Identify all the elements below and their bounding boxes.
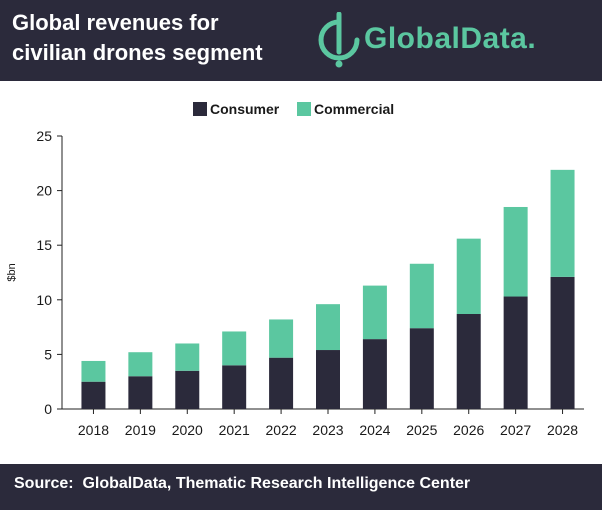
bar-consumer-2021: [222, 365, 247, 409]
stacked-bar-chart: Consumer Commercial 2018 2019 2020 2021 2022 2…: [6, 101, 584, 438]
legend-label-consumer: Consumer: [210, 101, 280, 117]
chart-bars: [81, 169, 575, 409]
globaldata-logo: GlobalData.: [316, 12, 596, 70]
legend-swatch-commercial: [297, 102, 311, 116]
logo-wordmark: GlobalData.: [364, 22, 537, 55]
x-tick-label: 2023: [312, 422, 343, 438]
bar-consumer-2018: [81, 381, 106, 409]
x-tick-label: 2022: [266, 422, 297, 438]
y-tick-label: 20: [36, 183, 52, 199]
x-tick-label: 2019: [125, 422, 156, 438]
x-tick-label: 2025: [406, 422, 437, 438]
x-tick-label: 2020: [172, 422, 203, 438]
y-tick-label: 15: [36, 237, 52, 253]
bar-commercial-2020: [175, 343, 200, 371]
bar-commercial-2019: [128, 352, 153, 377]
legend-swatch-consumer: [193, 102, 207, 116]
bar-consumer-2027: [503, 296, 528, 409]
legend-label-commercial: Commercial: [314, 101, 394, 117]
bar-commercial-2021: [222, 331, 247, 366]
bar-commercial-2027: [503, 206, 528, 297]
x-tick-label: 2018: [78, 422, 109, 438]
bar-commercial-2022: [269, 319, 294, 358]
y-axis-labels: 0 5 10 15 20 25: [36, 128, 52, 417]
y-tick-label: 10: [36, 292, 52, 308]
bar-consumer-2020: [175, 370, 200, 409]
bar-commercial-2028: [550, 169, 575, 277]
bar-consumer-2025: [409, 328, 434, 409]
source-note: Source: GlobalData, Thematic Research In…: [14, 475, 471, 492]
y-tick-label: 5: [44, 346, 52, 362]
x-tick-label: 2026: [453, 422, 484, 438]
bar-consumer-2024: [362, 339, 387, 409]
bar-consumer-2026: [456, 313, 481, 409]
bar-commercial-2025: [409, 263, 434, 329]
x-tick-label: 2028: [547, 422, 578, 438]
x-tick-label: 2027: [500, 422, 531, 438]
title-line-2: civilian drones segment: [12, 40, 263, 65]
x-tick-label: 2021: [219, 422, 250, 438]
bar-consumer-2023: [316, 350, 340, 409]
globaldata-mark-icon: [318, 12, 360, 68]
bar-commercial-2018: [81, 360, 106, 382]
y-axis-title: $bn: [6, 263, 18, 281]
bar-commercial-2026: [456, 238, 481, 314]
bar-consumer-2022: [269, 357, 294, 409]
header-bar: Global revenues for civilian drones segm…: [0, 0, 602, 81]
chart-legend: Consumer Commercial: [193, 101, 394, 117]
x-axis-labels: 2018 2019 2020 2021 2022 2023 2024 2025 2026 2027…: [78, 422, 578, 438]
bar-consumer-2019: [128, 376, 153, 409]
bar-consumer-2028: [550, 276, 575, 409]
chart-title: Global revenues for civilian drones segm…: [12, 8, 312, 68]
y-tick-label: 0: [44, 401, 52, 417]
bar-commercial-2023: [316, 304, 340, 351]
title-line-1: Global revenues for: [12, 10, 219, 35]
footer-bar: Source: GlobalData, Thematic Research In…: [0, 464, 602, 510]
x-tick-label: 2024: [359, 422, 390, 438]
bar-commercial-2024: [362, 285, 387, 340]
y-tick-label: 25: [36, 128, 52, 144]
